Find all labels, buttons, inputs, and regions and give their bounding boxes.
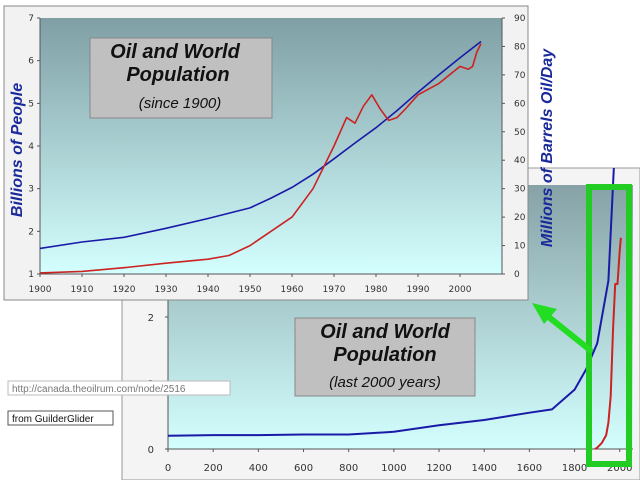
bottom-y-tick-label: 2 xyxy=(148,313,154,324)
bottom-x-tick-label: 1800 xyxy=(562,463,587,474)
bottom-x-tick-label: 1400 xyxy=(471,463,496,474)
top-right-tick-label: 60 xyxy=(514,99,526,109)
bottom-x-tick-label: 1600 xyxy=(517,463,542,474)
bottom-x-tick-label: 1200 xyxy=(426,463,451,474)
top-right-tick-label: 70 xyxy=(514,71,526,81)
bottom-title-line-2: Population xyxy=(333,344,436,366)
right-axis-title: Millions of Barrels Oil/Day xyxy=(539,48,556,247)
source-link[interactable]: http://canada.theoilrum.com/node/2516 xyxy=(7,380,231,396)
top-right-tick-label: 20 xyxy=(514,213,526,223)
top-subtitle: (since 1900) xyxy=(139,95,222,112)
top-x-tick-label: 1920 xyxy=(113,285,136,295)
top-right-tick-label: 90 xyxy=(514,14,526,24)
top-x-tick-label: 1980 xyxy=(365,285,388,295)
top-x-tick-label: 1950 xyxy=(239,285,262,295)
top-x-tick-label: 1900 xyxy=(29,285,52,295)
credit-text: from GuilderGlider xyxy=(12,414,94,425)
bottom-title-line-1: Oil and World xyxy=(320,321,450,343)
top-right-tick-label: 80 xyxy=(514,42,526,52)
credit-label: from GuilderGlider xyxy=(7,410,114,426)
top-x-tick-label: 1910 xyxy=(71,285,94,295)
top-left-tick-label: 3 xyxy=(28,185,34,195)
bottom-title-box: Oil and World Population (last 2000 year… xyxy=(294,317,476,397)
top-chart: 1 2 3 4 5 6 7 0 10 20 30 40 50 60 70 80 90 1900 1910 1920… xyxy=(3,5,556,301)
top-title-line-1: Oil and World xyxy=(110,41,240,63)
bottom-x-tick-label: 1000 xyxy=(381,463,406,474)
bottom-x-tick-label: 0 xyxy=(165,463,171,474)
top-x-tick-label: 2000 xyxy=(449,285,472,295)
top-left-tick-label: 7 xyxy=(28,14,34,24)
top-right-tick-label: 40 xyxy=(514,156,526,166)
top-left-tick-label: 2 xyxy=(28,227,34,237)
top-title-box: Oil and World Population (since 1900) xyxy=(89,37,273,119)
top-right-tick-label: 0 xyxy=(514,270,520,280)
top-right-tick-label: 50 xyxy=(514,128,526,138)
top-left-tick-label: 4 xyxy=(28,142,34,152)
top-left-tick-label: 6 xyxy=(28,57,34,67)
green-arrow xyxy=(532,303,593,353)
top-right-tick-label: 10 xyxy=(514,242,526,252)
bottom-population-line xyxy=(168,168,615,437)
top-right-tick-label: 30 xyxy=(514,185,526,195)
bottom-x-tick-label: 600 xyxy=(294,463,313,474)
highlight-box xyxy=(586,184,632,467)
top-title-line-2: Population xyxy=(126,64,229,86)
bottom-x-tick-label: 400 xyxy=(249,463,268,474)
bottom-x-tick-label: 2000 xyxy=(607,463,632,474)
top-x-tick-label: 1970 xyxy=(323,285,346,295)
top-x-tick-label: 1930 xyxy=(155,285,178,295)
bottom-y-tick-label: 0 xyxy=(148,445,154,456)
top-x-tick-label: 1990 xyxy=(407,285,430,295)
top-left-tick-label: 1 xyxy=(28,270,34,280)
left-axis-title: Billions of People xyxy=(9,83,26,217)
top-x-tick-label: 1940 xyxy=(197,285,220,295)
top-left-tick-label: 5 xyxy=(28,99,34,109)
top-population-line xyxy=(39,40,482,250)
top-x-tick-label: 1960 xyxy=(281,285,304,295)
bottom-oil-line xyxy=(594,237,622,450)
source-link-text[interactable]: http://canada.theoilrum.com/node/2516 xyxy=(12,384,186,395)
bottom-subtitle: (last 2000 years) xyxy=(329,374,441,391)
bottom-x-tick-label: 800 xyxy=(339,463,358,474)
top-oil-line xyxy=(39,43,482,274)
bottom-x-tick-label: 200 xyxy=(204,463,223,474)
